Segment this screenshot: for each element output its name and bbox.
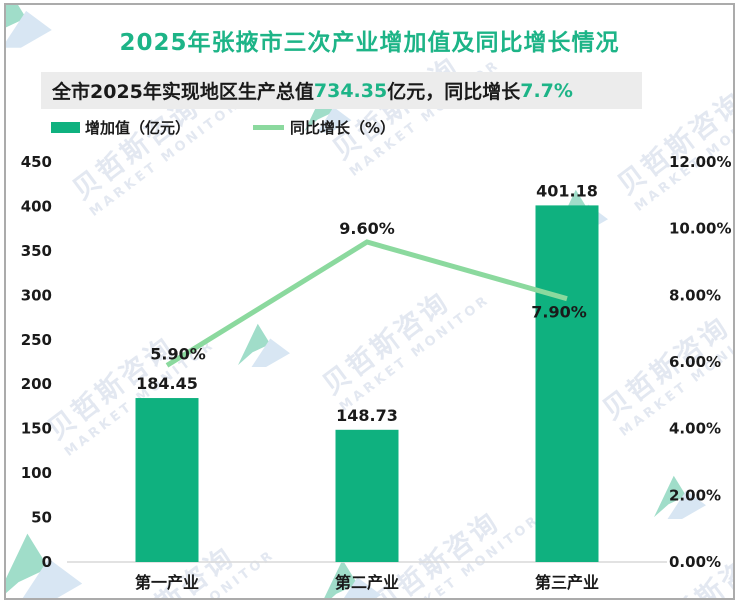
left-axis-tick-label: 450 [21, 153, 52, 171]
growth-point-label: 9.60% [339, 219, 395, 238]
subtitle-text: 全市2025年实现地区生产总值 [52, 81, 314, 103]
right-axis-tick-label: 2.00% [669, 486, 721, 504]
legend-label-line: 同比增长（%） [290, 119, 396, 137]
subtitle-gdp-value: 734.35 [313, 79, 388, 102]
subtitle-text: 亿元，同比增长 [387, 81, 521, 103]
chart-plot: 0 50 100 150 200 250 300 350 400 450 0.00% 2.00% 4.0… [21, 153, 732, 592]
legend-label-bar: 增加值（亿元） [85, 119, 191, 137]
right-axis-tick-label: 10.00% [669, 220, 731, 238]
left-axis-tick-label: 300 [21, 286, 52, 304]
right-axis-tick-label: 6.00% [669, 353, 721, 371]
left-axis-tick-label: 100 [21, 464, 52, 482]
left-axis-tick-label: 50 [31, 509, 52, 527]
right-axis-tick-label: 0.00% [669, 553, 721, 571]
right-axis-tick-label: 12.00% [669, 153, 731, 171]
left-axis-tick-label: 150 [21, 420, 52, 438]
bar-value-label: 401.18 [536, 181, 598, 200]
growth-line [165, 239, 568, 368]
subtitle: 全市2025年实现地区生产总值 734.35 亿元，同比增长 7.7% [41, 72, 642, 109]
left-axis-tick-label: 350 [21, 242, 52, 260]
legend: 增加值（亿元） 同比增长（%） [51, 117, 395, 138]
page-title: 2025年张掖市三次产业增加值及同比增长情况 [119, 30, 620, 56]
x-axis-category-label: 第一产业 [135, 573, 199, 592]
x-axis-category-label: 第二产业 [335, 573, 399, 592]
x-axis-category-label: 第三产业 [535, 573, 599, 592]
left-axis-tick-label: 0 [42, 553, 52, 571]
right-axis-tick-label: 4.00% [669, 420, 721, 438]
left-axis-tick-label: 200 [21, 375, 52, 393]
line-series-swatch-icon [253, 125, 285, 130]
bar-value-label: 148.73 [336, 406, 398, 425]
growth-point-label: 5.90% [150, 344, 206, 363]
subtitle-growth-value: 7.7% [520, 79, 573, 102]
left-axis-tick-label: 400 [21, 197, 52, 215]
bar-第三产业 [535, 205, 599, 562]
bar-第二产业 [335, 429, 399, 562]
growth-point-label: 7.90% [531, 303, 587, 322]
bar-value-label: 184.45 [136, 374, 198, 393]
left-axis-tick-label: 250 [21, 331, 52, 349]
bar-series-swatch-icon [51, 122, 80, 133]
bar-第一产业 [135, 398, 199, 562]
right-axis-tick-label: 8.00% [669, 286, 721, 304]
